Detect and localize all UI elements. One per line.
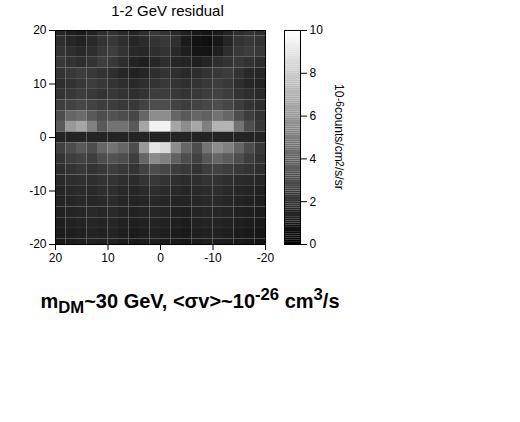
html-text:/s/sr: /s/sr	[332, 166, 347, 190]
svg-text:4: 4	[310, 152, 317, 166]
svg-text:10: 10	[101, 251, 115, 265]
svg-text:-20: -20	[29, 237, 47, 251]
svg-text:0: 0	[40, 130, 47, 144]
svg-text:10: 10	[310, 23, 324, 37]
html-text:counts/cm: counts/cm	[332, 106, 347, 162]
svg-text:10: 10	[33, 77, 47, 91]
html-text:1-2 GeV residual: 1-2 GeV residual	[111, 2, 224, 19]
html-text:2: 2	[334, 161, 346, 167]
svg-text:20: 20	[33, 23, 47, 37]
svg-text:-20: -20	[257, 251, 275, 265]
svg-text:0: 0	[310, 237, 317, 251]
svg-text:-10: -10	[204, 251, 222, 265]
html-text:10: 10	[332, 84, 347, 98]
html-text:mDM~30 GeV, <σv>~10-26cm3/s: mDM~30 GeV, <σv>~10-26cm3/s	[40, 285, 340, 317]
svg-text:0: 0	[157, 251, 164, 265]
svg-text:2: 2	[310, 195, 317, 209]
svg-text:20: 20	[49, 251, 63, 265]
svg-text:6: 6	[310, 109, 317, 123]
html-text:-6: -6	[334, 97, 346, 107]
svg-text:-10: -10	[29, 184, 47, 198]
svg-text:8: 8	[310, 66, 317, 80]
